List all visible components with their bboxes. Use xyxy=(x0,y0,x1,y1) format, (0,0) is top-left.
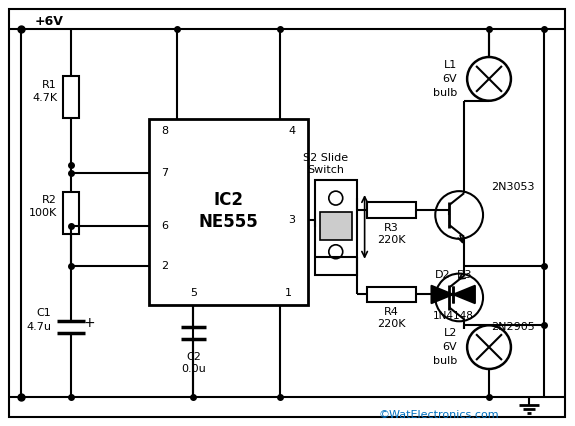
Text: 2N3053: 2N3053 xyxy=(491,182,535,192)
Circle shape xyxy=(329,218,343,232)
Text: S2 Slide: S2 Slide xyxy=(303,153,348,163)
Text: 3: 3 xyxy=(289,215,296,225)
Text: ©WatElectronics.com: ©WatElectronics.com xyxy=(379,410,500,420)
Text: 4: 4 xyxy=(289,126,296,135)
Text: D2: D2 xyxy=(435,270,450,279)
Text: 1N4148: 1N4148 xyxy=(433,311,474,321)
Text: IC2: IC2 xyxy=(213,191,243,209)
Text: 7: 7 xyxy=(161,168,168,178)
Text: +6V: +6V xyxy=(34,15,64,28)
Text: 5: 5 xyxy=(190,288,197,299)
Text: Switch: Switch xyxy=(307,165,344,175)
Bar xyxy=(367,287,416,302)
Text: 220K: 220K xyxy=(377,235,406,245)
Polygon shape xyxy=(453,285,475,303)
Text: R2: R2 xyxy=(42,195,57,205)
Text: 2: 2 xyxy=(161,261,168,271)
Text: +: + xyxy=(83,316,95,330)
Bar xyxy=(63,76,79,118)
Circle shape xyxy=(329,191,343,205)
Text: NE555: NE555 xyxy=(198,213,258,231)
Circle shape xyxy=(467,57,511,101)
Circle shape xyxy=(435,273,483,321)
Text: 6V: 6V xyxy=(443,342,457,352)
Bar xyxy=(149,118,308,305)
Text: 2N2905: 2N2905 xyxy=(491,322,535,332)
Text: 4.7u: 4.7u xyxy=(26,322,51,332)
Bar xyxy=(63,192,79,234)
Text: bulb: bulb xyxy=(433,356,457,366)
Text: R3: R3 xyxy=(384,223,399,233)
Text: L2: L2 xyxy=(444,328,457,338)
Text: 0.0u: 0.0u xyxy=(181,364,206,374)
Text: 100K: 100K xyxy=(29,208,57,218)
Circle shape xyxy=(329,245,343,259)
Text: D3: D3 xyxy=(457,270,472,279)
Text: C1: C1 xyxy=(36,308,51,318)
Text: bulb: bulb xyxy=(433,88,457,98)
Circle shape xyxy=(467,325,511,369)
Text: 220K: 220K xyxy=(377,319,406,329)
Bar xyxy=(320,212,352,240)
Text: 8: 8 xyxy=(161,126,168,135)
Text: C2: C2 xyxy=(186,352,201,362)
Text: 6V: 6V xyxy=(443,74,457,84)
Bar xyxy=(315,180,356,275)
Text: R4: R4 xyxy=(384,307,399,317)
Text: 4.7K: 4.7K xyxy=(32,93,57,103)
Text: 1: 1 xyxy=(285,288,292,299)
Text: L1: L1 xyxy=(444,60,457,70)
Circle shape xyxy=(435,191,483,239)
Text: 6: 6 xyxy=(161,221,168,231)
Bar xyxy=(367,202,416,218)
Polygon shape xyxy=(431,285,453,303)
Text: R1: R1 xyxy=(43,80,57,90)
